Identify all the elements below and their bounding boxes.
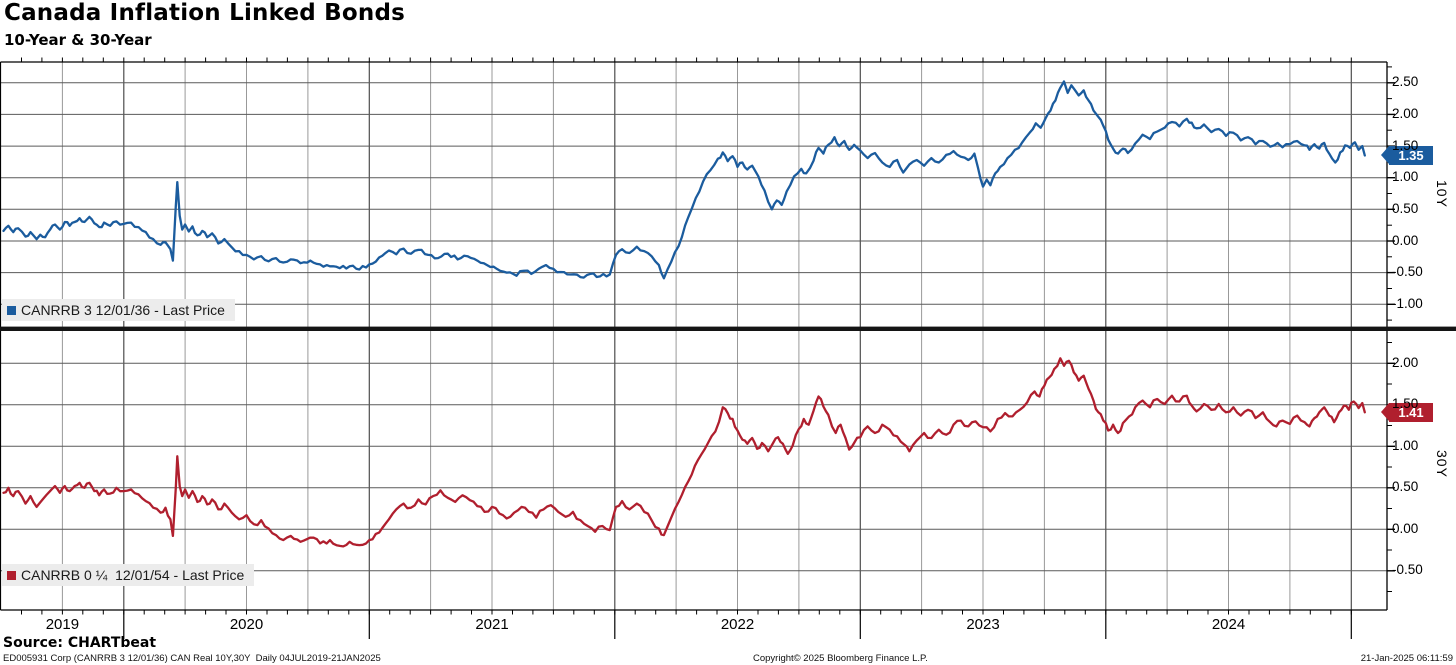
legend-label-10y: CANRRB 3 12/01/36 - Last Price: [21, 302, 225, 318]
x-axis-year-label: 2020: [229, 616, 264, 633]
chart-subtitle: 10-Year & 30-Year: [4, 31, 152, 49]
y-axis-tick-label: 0.00: [1392, 232, 1419, 248]
y-axis-tick-label: -1.00: [1392, 295, 1423, 311]
y-axis-tick-label: -0.50: [1392, 264, 1423, 280]
security-description: ED005931 Corp (CANRRB 3 12/01/36) CAN Re…: [3, 653, 381, 664]
legend-30y[interactable]: CANRRB 0 ¼ 12/01/54 - Last Price: [2, 564, 255, 586]
y-axis-tick-label: -0.50: [1392, 562, 1423, 578]
x-axis-year-label: 2019: [45, 616, 80, 633]
y-axis-tick-label: 2.00: [1392, 354, 1419, 370]
series-line-10y: [2, 80, 1366, 280]
legend-marker-30y-icon: [7, 570, 16, 580]
last-price-badge-30y[interactable]: 1.41: [1381, 402, 1433, 422]
x-axis-year-label: 2021: [475, 616, 509, 633]
legend-label-30y: CANRRB 0 ¼ 12/01/54 - Last Price: [21, 567, 245, 583]
last-price-badge-10y[interactable]: 1.35: [1381, 146, 1433, 166]
y-axis-tick-label: 2.50: [1392, 74, 1419, 90]
y-axis-tick-label: 1.00: [1392, 437, 1419, 453]
x-axis-year-label: 2023: [966, 616, 1000, 633]
series-line-30y: [2, 357, 1366, 548]
y-axis-tick-label: 0.50: [1392, 200, 1419, 216]
legend-10y[interactable]: CANRRB 3 12/01/36 - Last Price: [2, 299, 235, 321]
timestamp: 21-Jan-2025 06:11:59: [1360, 653, 1453, 664]
y-axis-tick-label: 1.00: [1392, 169, 1419, 185]
y-axis-tick-label: 0.50: [1392, 479, 1419, 495]
x-axis-year-label: 2024: [1211, 616, 1246, 633]
y-axis-title-30y: 30Y: [1434, 450, 1450, 478]
y-axis-tick-label: 1.50: [1392, 396, 1419, 412]
y-axis-title-10y: 10Y: [1434, 180, 1450, 208]
legend-marker-10y-icon: [7, 305, 16, 315]
chart-title: Canada Inflation Linked Bonds: [4, 0, 406, 26]
panel-separator: [0, 326, 1456, 331]
y-axis-tick-label: 2.00: [1392, 105, 1419, 121]
x-axis-year-label: 2022: [720, 616, 755, 633]
y-axis-tick-label: 0.00: [1392, 520, 1419, 536]
copyright-notice: Copyright© 2025 Bloomberg Finance L.P.: [753, 653, 928, 664]
source-label: Source: CHARTbeat: [3, 635, 157, 651]
y-axis-tick-label: 1.50: [1392, 137, 1419, 153]
